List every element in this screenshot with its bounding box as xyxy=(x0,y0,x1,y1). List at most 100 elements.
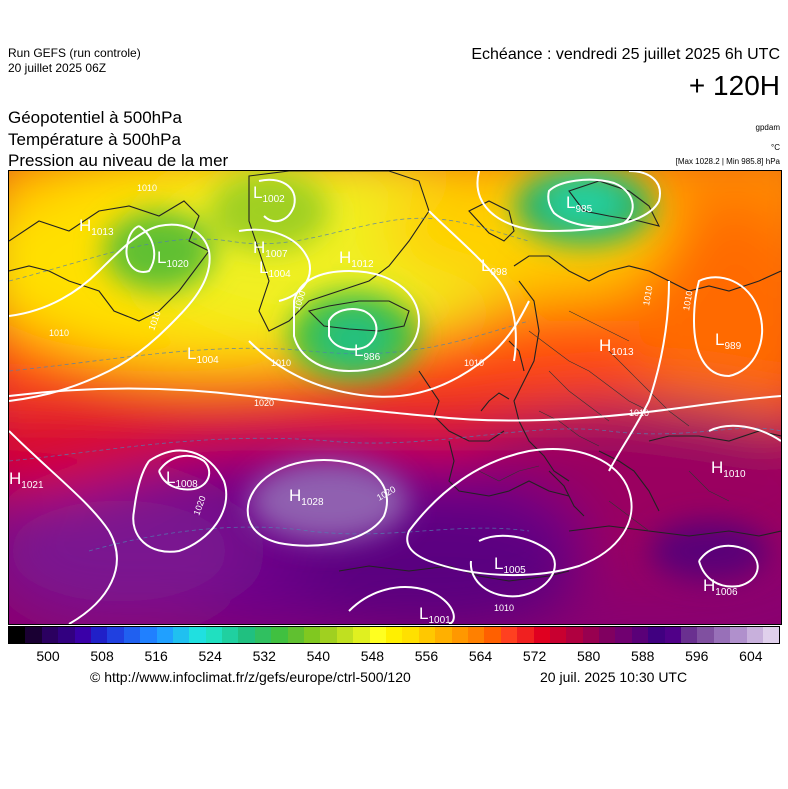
colorbar xyxy=(8,626,780,644)
source-url[interactable]: © http://www.infoclimat.fr/z/gefs/europe… xyxy=(90,669,411,685)
colorbar-label: 580 xyxy=(576,648,601,664)
isobar-label: 1010 xyxy=(681,290,694,311)
colorbar-swatch xyxy=(385,627,403,643)
high-pressure-center: H1013 xyxy=(599,336,634,358)
colorbar-swatch xyxy=(549,627,567,643)
colorbar-swatch xyxy=(435,627,452,643)
low-pressure-center: L1002 xyxy=(253,183,285,205)
colorbar-label: 572 xyxy=(522,648,547,664)
title-temperature: Température à 500hPa xyxy=(8,130,181,149)
isobar-label: 1010 xyxy=(271,358,291,368)
colorbar-swatch xyxy=(25,627,42,643)
low-pressure-center: L1004 xyxy=(259,258,291,280)
colorbar-swatch xyxy=(418,627,436,643)
colorbar-labels: 500 508 516 524 532 540 548 556 564 572 580 588 596 6… xyxy=(8,648,780,666)
colorbar-swatch xyxy=(189,627,206,643)
colorbar-swatch xyxy=(402,627,419,643)
issued-time: 20 juil. 2025 10:30 UTC xyxy=(540,669,688,685)
colorbar-swatch xyxy=(123,627,141,643)
colorbar-swatch xyxy=(648,627,665,643)
colorbar-swatch xyxy=(664,627,682,643)
low-pressure-center: L1005 xyxy=(494,554,526,576)
high-pressure-center: H1007 xyxy=(253,238,288,260)
colorbar-swatch xyxy=(369,627,386,643)
weather-map: 1010 1010 1010 1020 1000 1010 1010 1010 … xyxy=(8,170,782,625)
colorbar-swatch xyxy=(90,627,108,643)
low-pressure-center: L1020 xyxy=(157,248,189,270)
low-pressure-center: L998 xyxy=(481,256,508,278)
colorbar-label: 524 xyxy=(198,648,222,664)
colorbar-label: 516 xyxy=(144,648,168,664)
colorbar-swatch xyxy=(746,627,763,643)
isobar-label: 1010 xyxy=(629,408,649,418)
high-pressure-center: H1028 xyxy=(289,486,324,508)
colorbar-swatch xyxy=(287,627,305,643)
title-geopotential: Géopotentiel à 500hPa xyxy=(8,108,182,127)
colorbar-swatch xyxy=(451,627,468,643)
colorbar-swatch xyxy=(615,627,632,643)
colorbar-swatch xyxy=(467,627,485,643)
colorbar-swatch xyxy=(320,627,337,643)
high-pressure-center: H1021 xyxy=(9,469,44,491)
title-pressure: Pression au niveau de la mer xyxy=(8,151,229,170)
pressure-range: [Max 1028.2 | Min 985.8] hPa xyxy=(675,157,780,166)
high-pressure-center: H1013 xyxy=(79,216,114,238)
colorbar-swatch xyxy=(254,627,272,643)
map-svg: 1010 1010 1010 1020 1000 1010 1010 1010 … xyxy=(9,171,781,624)
high-pressure-center: H1012 xyxy=(339,248,374,270)
unit-gpdam: gpdam xyxy=(755,123,780,132)
colorbar-swatch xyxy=(533,627,550,643)
colorbar-swatch xyxy=(271,627,288,643)
low-pressure-center: L986 xyxy=(354,341,381,363)
colorbar-swatch xyxy=(566,627,583,643)
colorbar-swatch xyxy=(58,627,75,643)
colorbar-swatch xyxy=(631,627,649,643)
colorbar-swatch xyxy=(599,627,616,643)
run-label: Run GEFS (run controle) xyxy=(8,46,141,60)
low-pressure-center: L1008 xyxy=(166,468,198,490)
lead-time: + 120H xyxy=(688,70,780,101)
high-pressure-center: H1006 xyxy=(703,576,738,598)
colorbar-swatch xyxy=(697,627,714,643)
colorbar-swatch xyxy=(238,627,255,643)
coastlines xyxy=(9,171,781,582)
echeance: Echéance : vendredi 25 juillet 2025 6h U… xyxy=(471,46,780,63)
colorbar-swatch xyxy=(681,627,698,643)
isobar-labels: 1010 1010 1010 1020 1000 1010 1010 1010 … xyxy=(49,183,694,613)
colorbar-swatch xyxy=(304,627,321,643)
colorbar-label: 604 xyxy=(739,648,763,664)
colorbar-swatch xyxy=(762,627,780,643)
low-pressure-center: L1004 xyxy=(187,344,219,366)
colorbar-swatch xyxy=(74,627,91,643)
colorbar-swatch xyxy=(582,627,600,643)
colorbar-swatch xyxy=(730,627,747,643)
low-pressure-center: L1001 xyxy=(419,604,451,624)
isobar-label: 1010 xyxy=(137,183,157,193)
colorbar-label: 564 xyxy=(468,648,493,664)
colorbar-swatch xyxy=(222,627,239,643)
colorbar-label: 508 xyxy=(90,648,114,664)
isobars xyxy=(9,171,781,624)
colorbar-label: 540 xyxy=(306,648,331,664)
colorbar-swatch xyxy=(107,627,124,643)
colorbar-swatch xyxy=(41,627,59,643)
colorbar-swatch xyxy=(484,627,501,643)
colorbar-swatch xyxy=(336,627,354,643)
low-pressure-center: L989 xyxy=(715,330,742,352)
colorbar-swatch xyxy=(713,627,731,643)
high-pressure-center: H1010 xyxy=(711,458,746,480)
colorbar-swatch xyxy=(140,627,157,643)
colorbar-label: 596 xyxy=(685,648,709,664)
isobar-label: 1020 xyxy=(254,398,274,408)
colorbar-label: 548 xyxy=(360,648,385,664)
isobar-label: 1010 xyxy=(464,358,484,368)
low-pressure-center: L985 xyxy=(566,193,593,215)
colorbar-swatch xyxy=(205,627,223,643)
colorbar-swatch xyxy=(9,627,26,643)
colorbar-label: 588 xyxy=(631,648,655,664)
colorbar-label: 556 xyxy=(414,648,439,664)
temperature-isotherms xyxy=(9,217,781,552)
run-date: 20 juillet 2025 06Z xyxy=(8,61,107,75)
colorbar-swatch xyxy=(172,627,190,643)
unit-celsius: °C xyxy=(771,143,780,152)
